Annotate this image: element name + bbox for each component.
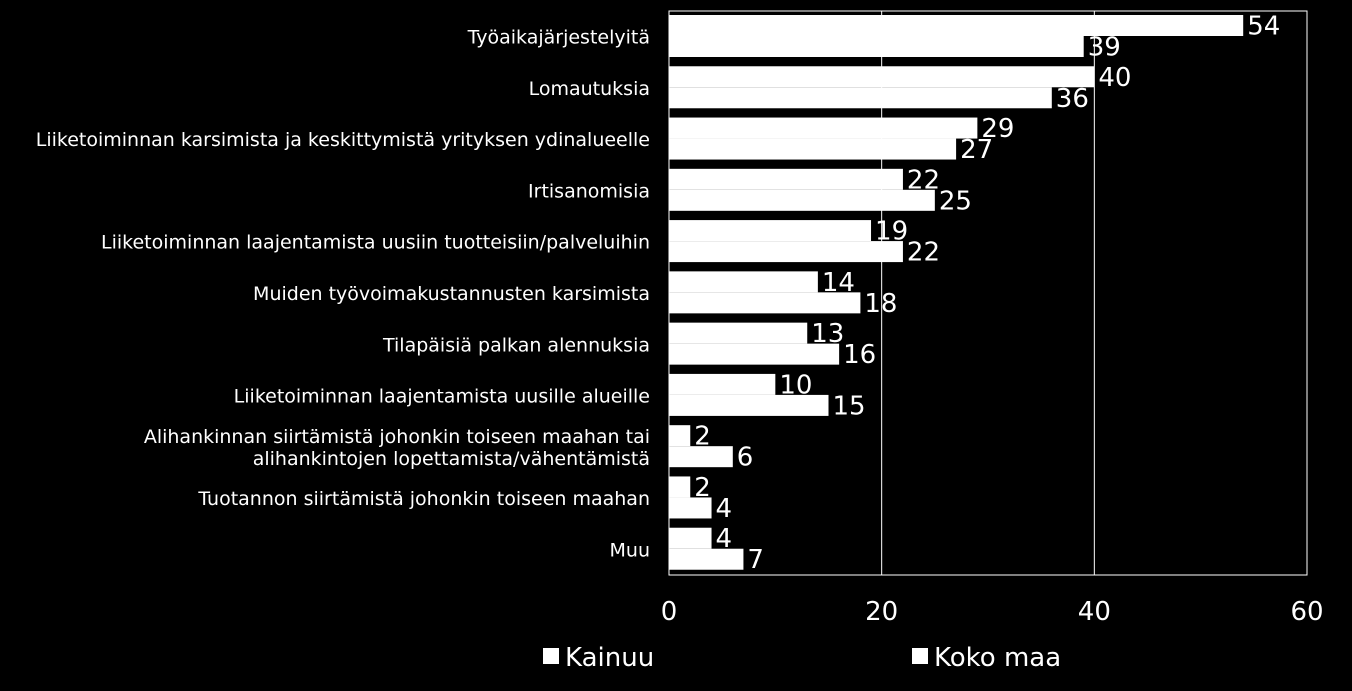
bar-kainuu bbox=[669, 168, 903, 190]
bar-kainuu bbox=[669, 527, 712, 549]
data-label: 2 bbox=[694, 422, 711, 452]
bar-koko-maa bbox=[669, 292, 861, 314]
bar-koko-maa bbox=[669, 343, 840, 365]
data-label: 25 bbox=[939, 186, 972, 216]
bar-kainuu bbox=[669, 425, 691, 447]
category-label: Liiketoiminnan laajentamista uusille alu… bbox=[234, 386, 650, 408]
category-label: Muiden työvoimakustannusten karsimista bbox=[253, 283, 650, 305]
category-label: Lomautuksia bbox=[529, 78, 650, 100]
legend-label: Koko maa bbox=[934, 643, 1061, 673]
category-label: Tuotannon siirtämistä johonkin toiseen m… bbox=[197, 488, 650, 510]
bar-kainuu bbox=[669, 15, 1244, 36]
x-tick-label: 60 bbox=[1290, 597, 1323, 627]
category-label: alihankintojen lopettamista/vähentämistä bbox=[253, 448, 650, 470]
data-label: 15 bbox=[833, 391, 866, 421]
data-label: 40 bbox=[1098, 63, 1131, 93]
bar-kainuu bbox=[669, 66, 1095, 88]
data-label: 22 bbox=[907, 238, 940, 268]
bar-koko-maa bbox=[669, 548, 744, 570]
x-tick-label: 20 bbox=[865, 597, 898, 627]
category-label: Liiketoiminnan laajentamista uusiin tuot… bbox=[101, 232, 650, 254]
bar-koko-maa bbox=[669, 87, 1052, 109]
data-label: 6 bbox=[737, 443, 754, 473]
category-label: Muu bbox=[610, 539, 650, 561]
bar-kainuu bbox=[669, 117, 978, 139]
data-label: 29 bbox=[981, 114, 1014, 144]
bar-koko-maa bbox=[669, 241, 903, 263]
bar-kainuu bbox=[669, 322, 808, 344]
bar-koko-maa bbox=[669, 394, 829, 416]
bar-koko-maa bbox=[669, 138, 957, 160]
data-label: 27 bbox=[960, 135, 993, 165]
data-label: 2 bbox=[694, 473, 711, 503]
bar-koko-maa bbox=[669, 497, 712, 519]
bar-koko-maa bbox=[669, 36, 1084, 57]
bar-kainuu bbox=[669, 220, 872, 242]
category-label: Irtisanomisia bbox=[528, 180, 650, 202]
bar-kainuu bbox=[669, 476, 691, 498]
legend-label: Kainuu bbox=[565, 643, 654, 673]
bar-kainuu bbox=[669, 373, 776, 395]
category-label: Työaikajärjestelyitä bbox=[467, 27, 650, 49]
data-label: 16 bbox=[843, 340, 876, 370]
data-label: 54 bbox=[1247, 12, 1280, 42]
category-label: Liiketoiminnan karsimista ja keskittymis… bbox=[36, 129, 650, 151]
legend-swatch bbox=[912, 648, 928, 664]
data-label: 4 bbox=[716, 524, 733, 554]
bar-kainuu bbox=[669, 271, 818, 293]
x-tick-label: 0 bbox=[661, 597, 678, 627]
data-label: 39 bbox=[1088, 33, 1121, 63]
data-label: 18 bbox=[864, 289, 897, 319]
category-label: Alihankinnan siirtämistä johonkin toisee… bbox=[144, 426, 650, 448]
legend-swatch bbox=[543, 648, 559, 664]
data-label: 7 bbox=[747, 545, 764, 575]
bar-koko-maa bbox=[669, 189, 935, 211]
data-label: 4 bbox=[716, 494, 733, 524]
bar-koko-maa bbox=[669, 446, 733, 468]
x-tick-label: 40 bbox=[1078, 597, 1111, 627]
data-label: 36 bbox=[1056, 84, 1089, 114]
category-label: Tilapäisiä palkan alennuksia bbox=[382, 334, 650, 356]
